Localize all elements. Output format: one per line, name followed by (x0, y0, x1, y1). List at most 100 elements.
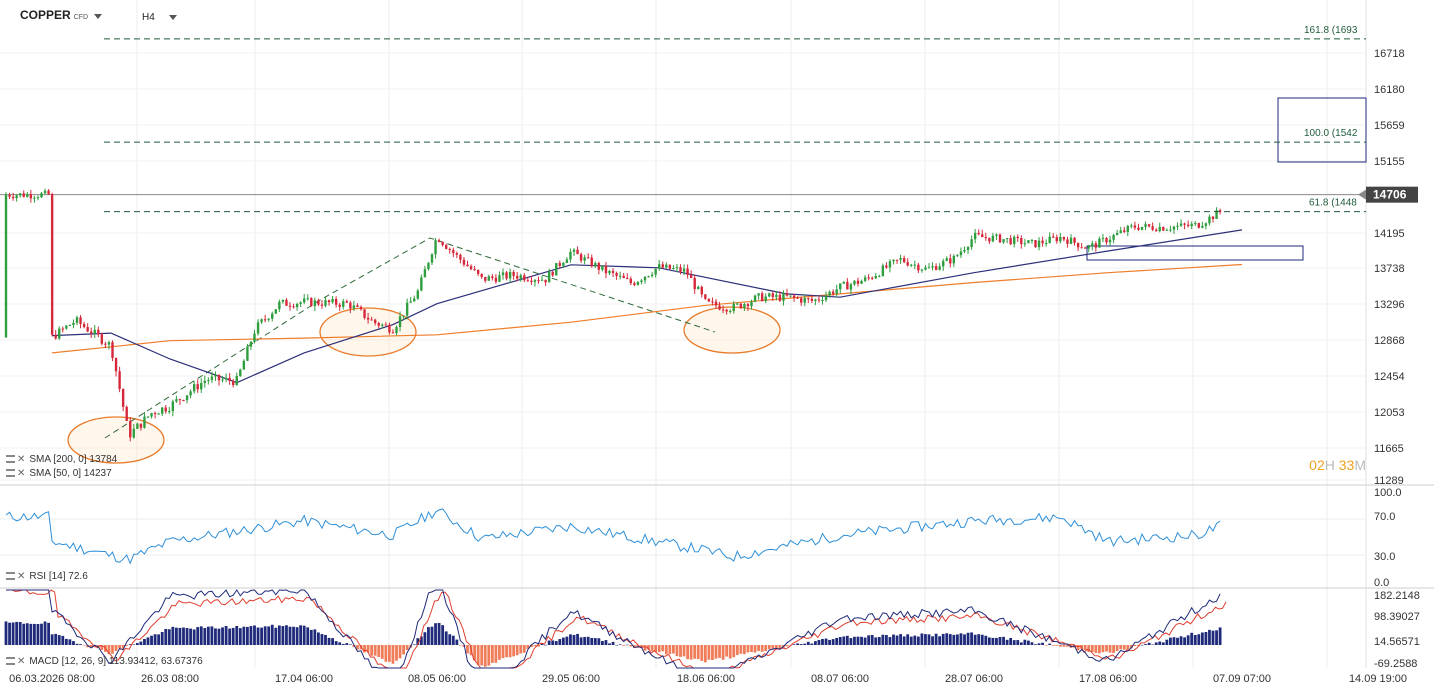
legend-sma50-text: SMA [50, 0] 14237 (29, 468, 112, 479)
price-tick-label: 15659 (1374, 120, 1405, 132)
candle-body (682, 268, 686, 272)
settings-icon[interactable] (6, 657, 15, 665)
candle-body (65, 325, 68, 329)
candle-body (324, 300, 327, 306)
candle-body (839, 283, 842, 290)
macd-histogram-bar (902, 636, 906, 645)
candle-body (168, 411, 171, 413)
candle-body (558, 263, 561, 266)
macd-histogram-bar (89, 645, 93, 649)
candle-body (260, 319, 263, 323)
candle-body (963, 249, 966, 252)
candle-body (36, 197, 40, 199)
price-tick-label: 12454 (1374, 371, 1405, 383)
macd-histogram-bar (686, 645, 689, 660)
candle-body (132, 428, 135, 438)
macd-histogram-bar (1002, 636, 1005, 645)
macd-histogram-bar (1193, 635, 1197, 645)
candle-body (800, 298, 803, 303)
macd-histogram-bar (565, 636, 569, 645)
candle-body (739, 303, 743, 309)
countdown-minutes: 33 (1338, 457, 1355, 473)
candle-body (1162, 227, 1165, 231)
macd-histogram-bar (526, 645, 530, 649)
macd-histogram-bar (643, 645, 647, 651)
candle-body (1190, 223, 1193, 227)
macd-histogram-bar (1012, 640, 1016, 645)
sma200-line (51, 263, 1243, 354)
candle-body (902, 258, 906, 263)
candle-body (1186, 224, 1190, 227)
candle-body (356, 305, 359, 307)
macd-histogram-bar (1154, 642, 1158, 645)
macd-histogram-bar (50, 634, 54, 645)
macd-histogram-bar (434, 623, 437, 645)
candle-body (377, 323, 380, 326)
macd-histogram-bar (554, 641, 558, 645)
candle-body (714, 301, 718, 306)
interval-chevron-down-icon[interactable] (169, 15, 177, 20)
candle-body (1087, 246, 1090, 249)
macd-histogram-bar (885, 635, 888, 645)
candle-body (182, 400, 185, 402)
countdown-hours: 02 (1309, 457, 1325, 473)
trend-lines (104, 237, 716, 439)
current-price-arrow-icon (1358, 189, 1366, 200)
legend-rsi[interactable]: ✕ RSI [14] 72.6 (6, 571, 88, 582)
candle-body (107, 342, 111, 345)
settings-icon[interactable] (6, 469, 15, 477)
macd-histogram-bar (938, 636, 942, 645)
candle-body (579, 254, 583, 261)
interval-selector[interactable]: H4 (142, 12, 155, 23)
candle-body (1013, 236, 1016, 245)
macd-histogram-bar (178, 627, 182, 645)
macd-histogram-bar (579, 637, 583, 645)
candle-body (278, 301, 281, 310)
close-icon[interactable]: ✕ (17, 571, 26, 582)
macd-histogram-bar (767, 645, 771, 650)
settings-icon[interactable] (6, 455, 15, 463)
price-tick-label: 13738 (1374, 263, 1405, 275)
candle-body (405, 302, 409, 316)
macd-histogram-bar (544, 644, 547, 646)
candle-body (111, 342, 114, 358)
drawing-annotations[interactable] (0, 97, 1367, 464)
macd-histogram-bar (423, 632, 427, 645)
candle-body (1059, 236, 1062, 242)
fibonacci-levels[interactable]: 161.8 (1693 100.0 (1542 61.8 (1448 (104, 25, 1366, 213)
candle-body (345, 301, 348, 303)
macd-histogram-bar (700, 645, 704, 661)
candle-body (924, 267, 927, 270)
macd-histogram-bar (909, 636, 913, 645)
macd-histogram-bar (753, 645, 757, 653)
legend-sma200[interactable]: ✕ SMA [200, 0] 13784 (6, 454, 117, 465)
candle-body (473, 269, 476, 271)
macd-histogram-bar (79, 644, 82, 645)
candle-body (370, 319, 373, 321)
interval-label: H4 (142, 12, 155, 23)
macd-histogram-bar (977, 634, 981, 645)
close-icon[interactable]: ✕ (17, 454, 26, 465)
macd-histogram-bar (1158, 641, 1162, 645)
legend-sma50[interactable]: ✕ SMA [50, 0] 14237 (6, 468, 112, 479)
legend-macd[interactable]: ✕ MACD [12, 26, 9] 113.93412, 63.67376 (6, 656, 203, 667)
symbol-selector[interactable]: COPPER CFD (20, 8, 88, 22)
candle-body (665, 264, 668, 268)
macd-histogram-bar (29, 623, 33, 645)
macd-histogram-bar (1200, 632, 1204, 645)
candle-body (164, 407, 167, 412)
rsi-tick-label: 70.0 (1374, 511, 1395, 523)
symbol-chevron-down-icon[interactable] (94, 14, 102, 19)
settings-icon[interactable] (6, 572, 15, 580)
candle-body (689, 274, 693, 278)
macd-histogram-bar (519, 645, 523, 654)
candle-body (654, 268, 657, 275)
close-icon[interactable]: ✕ (17, 468, 26, 479)
candle-body (1137, 227, 1140, 230)
close-icon[interactable]: ✕ (17, 656, 26, 667)
macd-histogram-bar (1030, 642, 1034, 645)
candle-body (271, 313, 274, 319)
price-tick-label: 11289 (1374, 475, 1404, 487)
macd-histogram-bar (72, 641, 75, 645)
